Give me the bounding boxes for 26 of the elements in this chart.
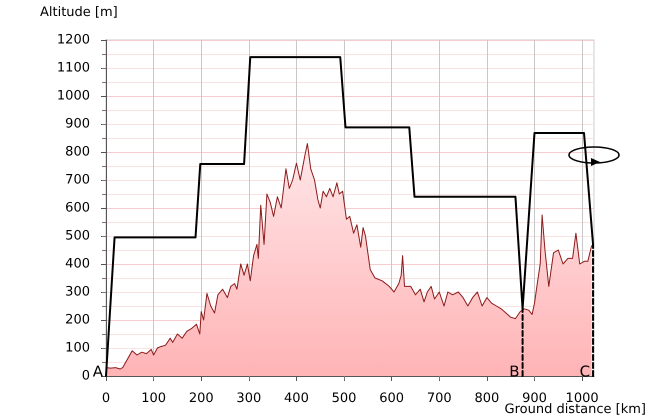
y-tick-label: 800 [65,144,90,160]
x-tick-label: 0 [102,391,110,406]
annotation: A [92,362,104,380]
annotation: B [509,362,520,380]
annotation: C [580,362,590,380]
y-tick-label: 1200 [56,32,90,48]
y-tick-label: 1000 [56,88,90,104]
x-tick-label: 300 [236,391,262,406]
x-tick-label: 400 [284,391,309,406]
y-tick-label: 400 [65,256,90,272]
x-tick-label: 800 [474,391,500,406]
y-tick-label: 900 [65,116,90,132]
y-tick-label: 1100 [56,60,90,76]
y-tick-label: 100 [65,340,90,356]
x-tick-label: 100 [141,391,166,406]
x-tick-label: 200 [188,391,214,406]
x-tick-label: 700 [426,391,452,406]
y-axis-title: Altitude [m] [40,5,118,20]
y-tick-label: 600 [65,200,90,216]
x-tick-label: 500 [332,391,356,406]
y-tick-label: 500 [65,228,90,244]
y-tick-label: 0 [82,368,90,384]
y-tick-label: 200 [65,312,90,328]
y-tick-label: 700 [65,172,90,188]
x-tick-label: 600 [379,391,404,406]
y-tick-label: 300 [65,284,90,300]
